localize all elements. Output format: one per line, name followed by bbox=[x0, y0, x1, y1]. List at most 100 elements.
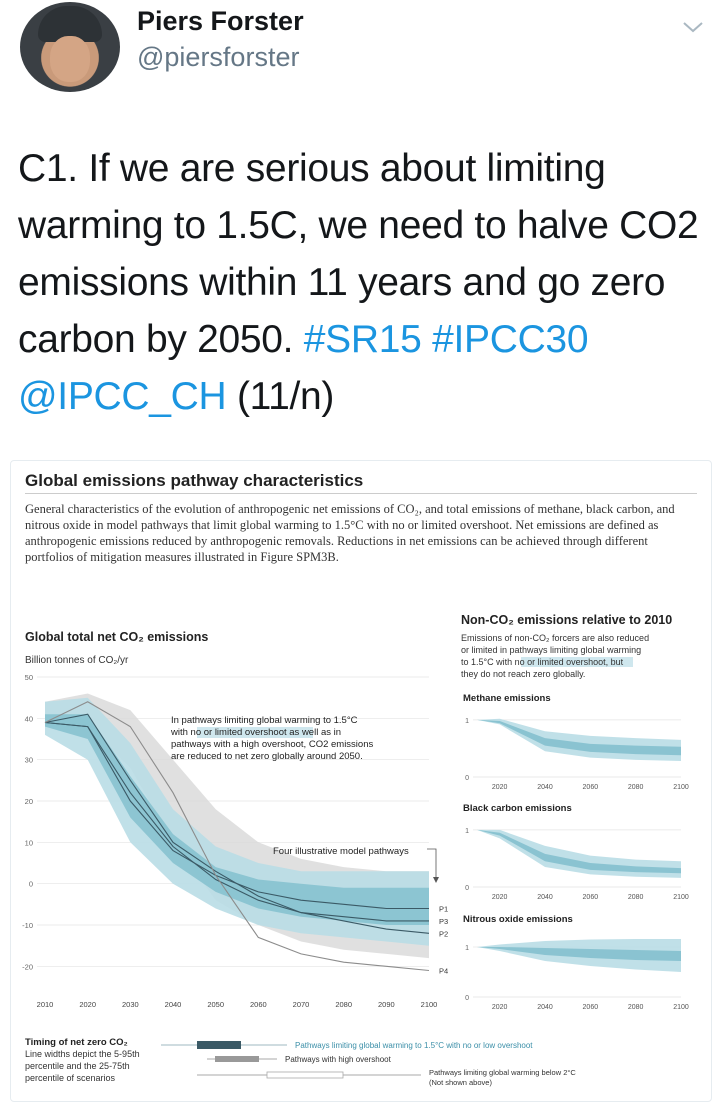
mini-y-tick-label: 0 bbox=[465, 885, 469, 892]
mini-y-tick-label: 1 bbox=[465, 718, 469, 725]
low-overshoot-outer-band bbox=[45, 697, 429, 946]
main-x-tick-label: 2050 bbox=[207, 1000, 224, 1009]
main-chart-plot: P1 P2 P3 P4 bbox=[44, 693, 448, 975]
main-y-tick-label: 40 bbox=[25, 714, 33, 723]
legend-2c-label-2: (Not shown above) bbox=[429, 1078, 492, 1087]
figure-description: General characteristics of the evolution… bbox=[25, 502, 675, 564]
chevron-down-icon[interactable] bbox=[682, 18, 704, 36]
black-carbon-title: Black carbon emissions bbox=[463, 803, 572, 814]
mini-x-tick-label: 2040 bbox=[537, 1004, 553, 1011]
figure-title: Global emissions pathway characteristics bbox=[25, 471, 364, 490]
legend-low-bar bbox=[197, 1041, 241, 1049]
main-x-tick-label: 2070 bbox=[293, 1000, 310, 1009]
mini-x-tick-label: 2060 bbox=[583, 784, 599, 791]
nitrous-title: Nitrous oxide emissions bbox=[463, 914, 573, 925]
highlight-nonco2 bbox=[521, 657, 633, 667]
main-x-tick-label: 2100 bbox=[421, 1000, 438, 1009]
timing-line-2: Line widths depict the 5-95th bbox=[25, 1049, 140, 1059]
main-y-tick-label: 30 bbox=[25, 756, 33, 765]
mini-inner-band bbox=[477, 719, 681, 756]
main-y-tick-label: 10 bbox=[25, 838, 33, 847]
thread-counter: (11/n) bbox=[236, 375, 335, 418]
mini-x-tick-label: 2060 bbox=[583, 1004, 599, 1011]
nonco2-desc-1: Emissions of non-CO₂ forcers are also re… bbox=[461, 633, 649, 643]
annotation-line-1: In pathways limiting global warming to 1… bbox=[171, 715, 358, 726]
tweet-text: C1. If we are serious about limiting war… bbox=[18, 140, 708, 425]
black-carbon-chart: 1 0 2020 2040 2060 2080 2100 bbox=[465, 828, 689, 901]
legend-low-label: Pathways limiting global warming to 1.5°… bbox=[295, 1041, 533, 1050]
methane-chart: 1 0 2020 2040 2060 2080 2100 bbox=[465, 718, 689, 791]
figure-charts: Global total net CO₂ emissions Billion t… bbox=[22, 613, 689, 1087]
mini-outer-band bbox=[477, 829, 681, 878]
mini-x-tick-label: 2080 bbox=[628, 894, 644, 901]
mini-x-tick-label: 2080 bbox=[628, 1004, 644, 1011]
main-y-tick-label: 0 bbox=[29, 880, 33, 889]
annotation-line-2: with no or limited overshoot as well as … bbox=[170, 727, 341, 738]
low-overshoot-inner-band bbox=[45, 714, 429, 925]
four-pathways-arrowhead bbox=[433, 877, 439, 883]
hashtag-sr15[interactable]: #SR15 bbox=[303, 318, 422, 361]
mini-x-tick-label: 2040 bbox=[537, 784, 553, 791]
mini-x-tick-label: 2100 bbox=[673, 1004, 689, 1011]
main-x-tick-label: 2010 bbox=[37, 1000, 54, 1009]
nonco2-desc-2: or limited in pathways limiting global w… bbox=[461, 645, 641, 655]
highlight-no-limited bbox=[197, 727, 313, 738]
mini-x-tick-label: 2080 bbox=[628, 784, 644, 791]
mini-x-tick-label: 2020 bbox=[492, 894, 508, 901]
author-name[interactable]: Piers Forster bbox=[137, 6, 304, 36]
nonco2-desc-4: they do not reach zero globally. bbox=[461, 669, 585, 679]
avatar-face bbox=[50, 36, 90, 82]
main-x-tick-label: 2060 bbox=[250, 1000, 267, 1009]
nonco2-title: Non-CO₂ emissions relative to 2010 bbox=[461, 613, 672, 627]
main-annotation: In pathways limiting global warming to 1… bbox=[170, 715, 373, 762]
tweet-body: C1. If we are serious about limiting war… bbox=[18, 147, 699, 361]
timing-line-4: percentile of scenarios bbox=[25, 1073, 116, 1083]
avatar[interactable] bbox=[20, 2, 120, 92]
author-handle[interactable]: @piersforster bbox=[137, 42, 300, 72]
main-x-tick-label: 2020 bbox=[79, 1000, 96, 1009]
mini-x-tick-label: 2100 bbox=[673, 894, 689, 901]
pathway-label: P2 bbox=[439, 929, 448, 938]
tweet-header: Piers Forster @piersforster bbox=[0, 0, 714, 110]
mini-y-tick-label: 0 bbox=[465, 775, 469, 782]
four-pathways-pointer bbox=[427, 848, 437, 879]
legend-2c-label-1: Pathways limiting global warming below 2… bbox=[429, 1068, 576, 1077]
main-y-tick-label: 20 bbox=[25, 797, 33, 806]
main-y-tick-label: -10 bbox=[22, 921, 33, 930]
pathway-label: P1 bbox=[439, 904, 448, 913]
mini-x-tick-label: 2040 bbox=[537, 894, 553, 901]
mini-y-tick-label: 1 bbox=[465, 828, 469, 835]
pathway-line bbox=[44, 713, 430, 934]
main-x-tick-label: 2030 bbox=[122, 1000, 139, 1009]
main-chart-title: Global total net CO₂ emissions bbox=[25, 630, 208, 644]
main-y-tick-label: 50 bbox=[25, 673, 33, 682]
annotation-line-4: are reduced to net zero globally around … bbox=[171, 751, 363, 762]
pathway-line bbox=[44, 721, 429, 922]
attached-figure[interactable]: Global emissions pathway characteristics… bbox=[10, 460, 712, 1102]
pathway-label: P4 bbox=[439, 966, 448, 975]
pathway-label: P3 bbox=[439, 917, 448, 926]
figure-divider bbox=[25, 493, 697, 494]
mini-x-tick-label: 2060 bbox=[583, 894, 599, 901]
nitrous-chart: 1 0 2020 2040 2060 2080 2100 bbox=[465, 939, 689, 1011]
annotation-line-3: pathways with a high overshoot, CO2 emis… bbox=[171, 739, 373, 750]
mini-x-tick-label: 2020 bbox=[492, 784, 508, 791]
mini-x-tick-label: 2020 bbox=[492, 1004, 508, 1011]
mini-y-tick-label: 0 bbox=[465, 995, 469, 1002]
timing-line-3: percentile and the 25-75th bbox=[25, 1061, 130, 1071]
main-chart-units: Billion tonnes of CO₂/yr bbox=[25, 655, 129, 666]
pathway-line bbox=[44, 701, 430, 972]
main-x-tick-label: 2080 bbox=[335, 1000, 352, 1009]
mini-inner-band bbox=[477, 829, 681, 874]
legend-high-label: Pathways with high overshoot bbox=[285, 1055, 392, 1064]
main-x-tick-label: 2090 bbox=[378, 1000, 395, 1009]
nonco2-desc-3: to 1.5°C with no or limited overshoot, b… bbox=[461, 657, 624, 667]
mini-inner-band bbox=[477, 947, 681, 961]
legend-high-bar bbox=[215, 1056, 259, 1062]
mention-ipcc-ch[interactable]: @IPCC_CH bbox=[18, 375, 227, 418]
main-x-tick-label: 2040 bbox=[165, 1000, 182, 1009]
hashtag-ipcc30[interactable]: #IPCC30 bbox=[432, 318, 589, 361]
timing-legend: Timing of net zero CO₂ Line widths depic… bbox=[25, 1037, 576, 1087]
legend-2c-bar bbox=[266, 1071, 344, 1079]
mini-x-tick-label: 2100 bbox=[673, 784, 689, 791]
